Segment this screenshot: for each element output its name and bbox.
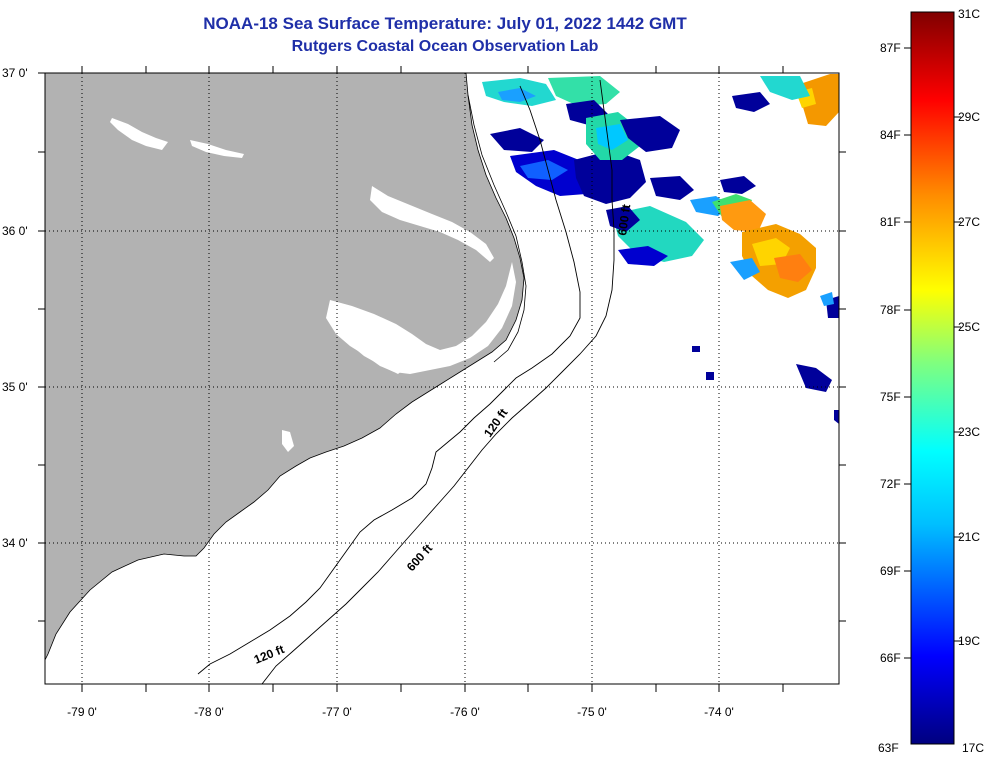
colorbar-label-27c: 27C	[958, 215, 980, 229]
chart-subtitle: Rutgers Coastal Ocean Observation Lab	[291, 38, 599, 55]
contour-label-600ft-north: 600 ft	[615, 203, 633, 236]
lat-label-35: 35 0'	[2, 380, 28, 394]
colorbar-label-17c: 17C	[962, 741, 984, 755]
outer-banks	[467, 94, 527, 363]
colorbar-label-84f: 84F	[880, 128, 901, 142]
colorbar-label-23c: 23C	[958, 425, 980, 439]
colorbar-label-25c: 25C	[958, 320, 980, 334]
lon-label-74: -74 0'	[704, 705, 734, 719]
colorbar-label-72f: 72F	[880, 477, 901, 491]
colorbar-label-75f: 75F	[880, 390, 901, 404]
colorbar-label-66f: 66F	[880, 651, 901, 665]
sst-data-layer	[482, 74, 839, 424]
colorbar-label-69f: 69F	[880, 564, 901, 578]
lon-label-78: -78 0'	[194, 705, 224, 719]
lat-label-34: 34 0'	[2, 536, 28, 550]
albemarle-sound	[370, 186, 494, 262]
contour-600ft	[261, 79, 615, 684]
contour-120ft	[197, 85, 581, 675]
temperature-colorbar	[910, 11, 955, 745]
map-ticks	[38, 66, 846, 692]
colorbar-label-29c: 29C	[958, 110, 980, 124]
chart-title: NOAA-18 Sea Surface Temperature: July 01…	[203, 14, 687, 33]
lat-label-36: 36 0'	[2, 224, 28, 238]
lon-label-75: -75 0'	[577, 705, 607, 719]
colorbar-label-19c: 19C	[958, 634, 980, 648]
colorbar-label-21c: 21C	[958, 530, 980, 544]
colorbar-label-63f: 63F	[878, 741, 899, 755]
neuse-river	[352, 338, 408, 374]
colorbar-ticks	[904, 47, 961, 659]
lon-label-76: -76 0'	[450, 705, 480, 719]
kerr-lake	[110, 118, 168, 150]
map-grid	[45, 73, 839, 684]
lon-label-79: -79 0'	[67, 705, 97, 719]
lon-label-77: -77 0'	[322, 705, 352, 719]
lake-gaston	[190, 140, 244, 158]
coastal-inlet	[282, 430, 294, 452]
colorbar-label-78f: 78F	[880, 303, 901, 317]
lat-label-37: 37 0'	[2, 66, 28, 80]
map-frame	[44, 72, 840, 685]
colorbar-label-87f: 87F	[880, 41, 901, 55]
bathymetry-contours	[197, 79, 615, 684]
colorbar-label-31c: 31C	[958, 7, 980, 21]
colorbar-label-81f: 81F	[880, 215, 901, 229]
